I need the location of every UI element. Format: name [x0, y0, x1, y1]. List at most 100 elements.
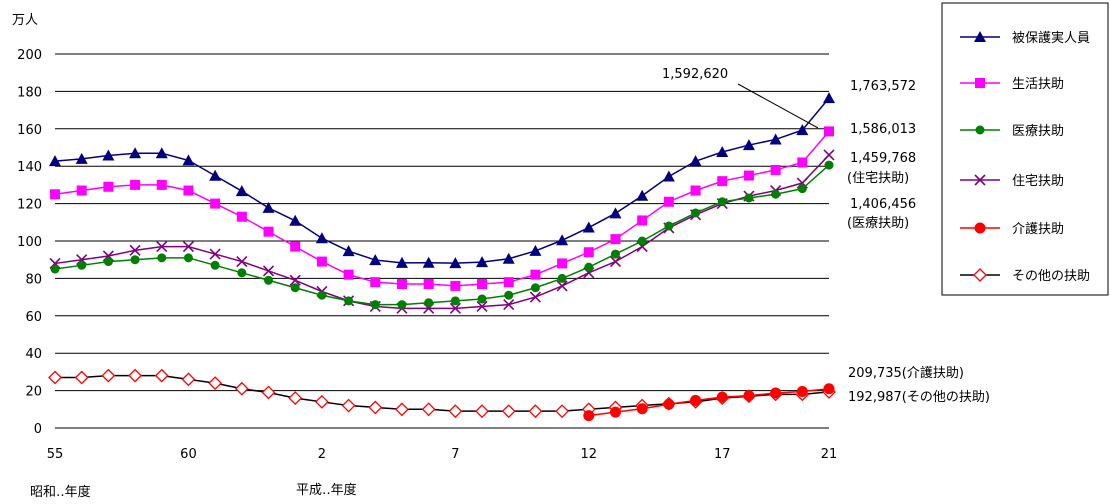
data-point — [156, 241, 168, 253]
legend-item: 住宅扶助 — [960, 174, 1064, 189]
data-point — [823, 92, 835, 104]
data-point — [743, 170, 754, 181]
data-point — [155, 147, 168, 159]
data-point — [154, 368, 169, 383]
y-tick-label: 200 — [17, 48, 42, 63]
data-point — [609, 207, 622, 219]
data-point — [975, 125, 985, 135]
data-point — [129, 244, 141, 256]
data-point — [422, 256, 435, 268]
annotations: 1,592,620 1,763,572 1,586,013 1,459,768 (住宅扶… — [662, 67, 990, 405]
data-point — [824, 126, 834, 137]
data-point — [636, 189, 649, 201]
data-point — [769, 133, 782, 145]
data-point — [504, 290, 514, 300]
annotation-label: 1,592,620 — [662, 67, 728, 82]
data-point — [341, 398, 356, 413]
data-point — [449, 257, 462, 269]
grid — [55, 53, 829, 392]
data-point — [183, 253, 193, 263]
data-point-stroke — [289, 274, 301, 286]
data-point — [973, 268, 987, 282]
data-point-stroke — [209, 248, 221, 260]
data-point — [823, 383, 835, 395]
data-point — [395, 402, 409, 417]
data-point — [75, 152, 88, 164]
data-point — [609, 406, 621, 418]
data-point — [423, 279, 434, 290]
data-point — [48, 370, 62, 385]
data-point — [342, 245, 355, 257]
data-point — [770, 387, 782, 399]
data-point — [182, 241, 195, 253]
data-point — [315, 232, 328, 244]
data-point — [103, 257, 113, 267]
data-point — [210, 198, 221, 209]
data-point-stroke — [156, 241, 168, 253]
legend-label: 被保護実人員 — [1012, 30, 1090, 46]
series-line — [588, 387, 830, 417]
data-point — [290, 241, 301, 252]
data-point — [76, 185, 87, 196]
legend-label: 住宅扶助 — [1012, 174, 1064, 189]
annotation-label: 1,459,768 — [850, 151, 916, 166]
data-point — [449, 302, 461, 314]
legend-item: 医療扶助 — [960, 124, 1064, 139]
y-tick-label: 80 — [25, 272, 42, 287]
data-point — [209, 248, 221, 260]
data-point — [610, 234, 621, 245]
data-point — [689, 155, 702, 167]
data-point-stroke — [182, 241, 195, 253]
data-point — [557, 273, 567, 283]
data-point — [261, 385, 276, 400]
data-point-stroke — [556, 280, 568, 292]
legend-label: その他の扶助 — [1012, 269, 1090, 284]
data-point — [263, 226, 274, 237]
series-2 — [50, 126, 834, 291]
data-point — [128, 368, 142, 383]
y-tick-label: 120 — [17, 198, 42, 213]
data-point-stroke — [236, 256, 248, 268]
x-tick-label: 12 — [581, 447, 598, 462]
data-point-stroke — [974, 174, 986, 186]
data-point-stroke — [823, 149, 835, 161]
data-point — [49, 155, 61, 167]
data-point — [502, 252, 515, 264]
data-point — [501, 404, 516, 419]
y-tick-label: 0 — [34, 422, 42, 437]
data-point-stroke — [529, 291, 541, 303]
data-point — [503, 277, 514, 288]
data-point — [529, 244, 542, 256]
data-point — [101, 368, 116, 383]
series-6 — [48, 368, 836, 419]
data-point — [503, 299, 515, 311]
data-point — [975, 78, 985, 88]
data-point — [477, 279, 488, 290]
x-tick-label: 21 — [821, 447, 838, 462]
data-point — [797, 157, 808, 168]
legend-box — [941, 2, 1109, 296]
data-point — [557, 258, 568, 269]
x-tick-label: 55 — [47, 447, 64, 462]
data-point — [77, 260, 87, 270]
data-point-stroke — [449, 302, 461, 314]
data-point — [290, 283, 300, 293]
data-point — [157, 253, 167, 263]
annotation-label: 209,735(介護扶助) — [848, 365, 964, 381]
data-point — [797, 184, 807, 194]
legend-label: 医療扶助 — [1012, 124, 1064, 139]
data-point-stroke — [503, 299, 515, 311]
data-point — [316, 256, 327, 267]
data-point — [289, 274, 301, 286]
annotation-label: 1,586,013 — [850, 122, 916, 137]
data-point — [368, 400, 383, 415]
data-point-stroke — [476, 300, 488, 313]
data-point — [208, 376, 223, 391]
data-point — [369, 254, 382, 266]
data-point — [974, 31, 986, 42]
y-tick-label: 180 — [17, 85, 42, 100]
y-tick-label: 100 — [17, 235, 42, 250]
data-point — [974, 174, 986, 186]
data-point — [129, 147, 142, 159]
